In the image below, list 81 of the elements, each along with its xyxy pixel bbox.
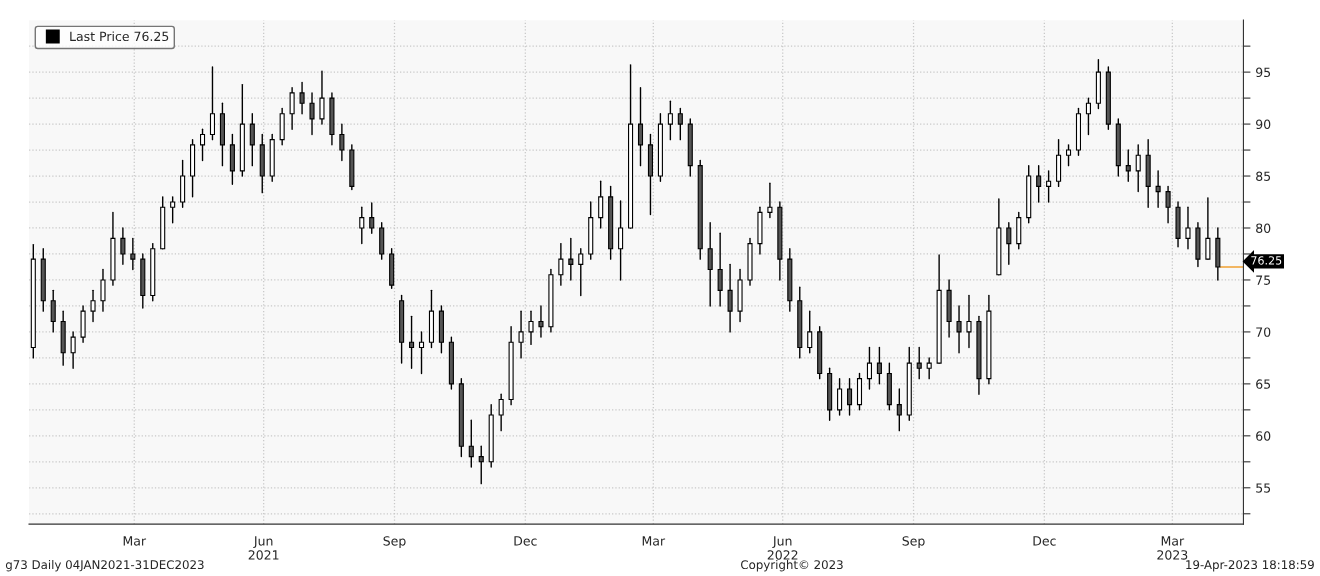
candlestick xyxy=(1185,206,1191,250)
candlestick xyxy=(309,92,315,136)
y-tick-label: 55 xyxy=(1256,483,1271,493)
candlestick xyxy=(1036,164,1042,203)
candlestick xyxy=(518,310,524,359)
x-tick-label: Dec xyxy=(514,536,537,546)
y-tick-label: 60 xyxy=(1256,431,1271,441)
y-tick-label: 65 xyxy=(1256,379,1271,389)
candlestick xyxy=(837,377,843,416)
candlestick xyxy=(667,100,673,141)
y-tick-label: 70 xyxy=(1256,327,1271,337)
candlestick xyxy=(707,222,713,307)
candlestick xyxy=(956,305,962,354)
y-tick-label: 90 xyxy=(1256,119,1271,129)
candlestick xyxy=(1155,170,1161,208)
candlestick xyxy=(1135,144,1141,193)
candlestick xyxy=(568,237,574,281)
candlestick xyxy=(130,237,136,271)
candlestick xyxy=(1085,97,1091,136)
text: g73 Daily 04JAN2021-31DEC2023 xyxy=(5,559,204,572)
candlestick xyxy=(468,419,474,468)
candlestick xyxy=(418,331,425,375)
candlestick xyxy=(90,289,96,323)
y-tick-label: 80 xyxy=(1256,223,1271,233)
candlestick xyxy=(578,248,584,297)
x-tick-label: Mar 2023 xyxy=(1157,536,1188,560)
candlestick xyxy=(538,305,544,338)
candlestick xyxy=(120,227,126,266)
candlestick xyxy=(199,128,206,162)
candlestick xyxy=(409,315,415,369)
x-tick-label: Jun 2022 xyxy=(767,536,798,560)
candlestick xyxy=(727,263,733,333)
candlestick xyxy=(339,123,345,162)
candlestick xyxy=(70,331,76,369)
candlestick xyxy=(966,294,972,349)
candlestick xyxy=(1205,197,1211,260)
candlestick xyxy=(1125,149,1131,182)
y-tick-label: 95 xyxy=(1256,67,1271,78)
candlestick xyxy=(369,202,375,234)
candlestick xyxy=(846,377,853,416)
x-tick-label: Sep xyxy=(902,536,925,549)
y-tick-label: 75 xyxy=(1256,275,1271,285)
candlestick xyxy=(478,445,484,485)
candlestick xyxy=(558,242,564,286)
candlestick xyxy=(896,388,902,432)
candlestick xyxy=(866,346,872,390)
candlestick xyxy=(50,289,56,333)
candlestick xyxy=(1065,144,1072,167)
candlestick xyxy=(717,232,723,307)
candlestick xyxy=(359,206,365,245)
text: 19-Apr-2023 18:18:59 xyxy=(1186,560,1314,572)
candlestick xyxy=(767,182,773,219)
x-tick-label: Mar xyxy=(642,536,666,546)
candlestick xyxy=(299,81,305,115)
x-tick-label: Sep xyxy=(383,536,406,549)
candlestick xyxy=(926,357,932,380)
candlestick xyxy=(916,346,922,380)
text: Copyright© 2023 xyxy=(741,559,843,572)
candlestick xyxy=(598,180,604,229)
candlestick xyxy=(498,393,504,432)
candlestick xyxy=(1046,170,1052,203)
candlestick xyxy=(807,310,813,354)
candlestick xyxy=(319,70,325,125)
candlestick xyxy=(876,346,882,385)
candlestick xyxy=(1006,222,1012,266)
candlestick xyxy=(528,310,534,346)
candlestick xyxy=(100,268,106,312)
candlestick xyxy=(289,87,295,130)
candlestick xyxy=(637,87,644,167)
candlestick xyxy=(1165,185,1171,224)
candlestick xyxy=(170,196,176,224)
candlestick xyxy=(677,107,683,141)
candlestick xyxy=(618,200,624,281)
y-tick-label: 85 xyxy=(1256,171,1271,181)
x-tick-label: Jun 2021 xyxy=(248,536,279,560)
candlestick xyxy=(249,112,255,167)
ref-line-label: 76.25 xyxy=(1251,256,1282,265)
x-tick-label: Mar xyxy=(123,536,147,546)
candlestick xyxy=(209,66,216,141)
x-tick-label: Dec xyxy=(1033,536,1056,546)
legend-label: Last Price 76.25 xyxy=(70,31,169,42)
